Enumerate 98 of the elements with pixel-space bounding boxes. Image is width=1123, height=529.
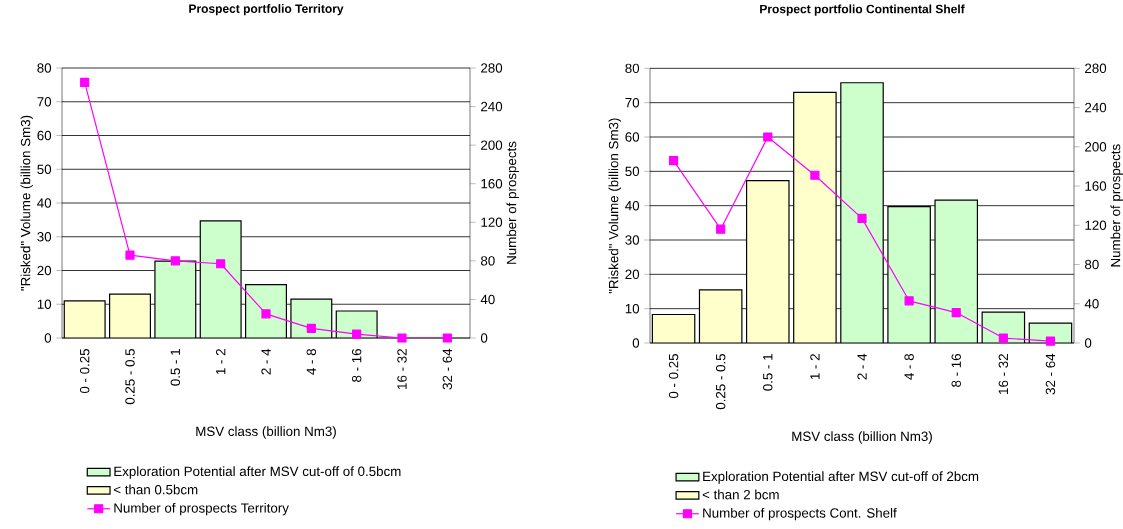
x-tick-label: 0 - 0.25 [79, 348, 90, 394]
x-tick-label: 1 - 2 [216, 349, 226, 375]
point [442, 333, 452, 343]
x-axis-title: MSV class (billion Nm3) [196, 426, 336, 439]
chart-title: Prospect portfolio Continental Shelf [760, 4, 965, 16]
point [904, 296, 914, 306]
y2-tick-label: 40 [1084, 299, 1099, 309]
y-axis-title: "Risked" Volume (billion Sm3) [608, 118, 621, 294]
y2-tick-label: 200 [1085, 142, 1107, 152]
point [352, 329, 362, 339]
y-tick-label: 70 [37, 97, 52, 107]
x-axis-title: MSV class (billion Nm3) [792, 431, 932, 444]
bar [199, 220, 242, 338]
x-tick-label: 8 - 16 [951, 353, 961, 387]
y2-tick-label: 80 [1085, 259, 1099, 270]
x-tick-label: 4 - 8 [904, 353, 914, 380]
bar [109, 293, 152, 338]
y2-tick-label: 280 [1085, 63, 1107, 74]
point [810, 170, 820, 180]
bar [934, 199, 979, 343]
bar [698, 289, 743, 343]
y2-tick-label: 160 [1085, 181, 1107, 191]
bar [793, 91, 837, 343]
x-tick-label: 4 - 8 [306, 348, 317, 375]
point [216, 259, 226, 269]
x-tick-label: 1 - 2 [810, 354, 820, 380]
x-tick-label: 0.5 - 1 [170, 349, 181, 386]
y-tick-label: 0 [632, 338, 640, 348]
bar [63, 300, 106, 338]
bar [745, 180, 790, 343]
point [668, 155, 679, 166]
x-tick-label: 32 - 64 [442, 348, 453, 390]
y-tick-label: 30 [37, 232, 52, 242]
x-tick-label: 8 - 16 [351, 348, 362, 382]
y2-tick-label: 120 [481, 217, 503, 227]
legend-label: < than 2 bcm [702, 489, 779, 500]
point [716, 224, 726, 234]
point [763, 132, 773, 142]
y-tick-label: 10 [37, 299, 52, 309]
point [397, 333, 407, 343]
y-tick-label: 40 [37, 198, 52, 208]
y2-tick-label: 0 [1084, 338, 1092, 348]
point [170, 256, 180, 266]
bar [290, 298, 333, 338]
legend-label: < than 0.5bcm [113, 484, 198, 495]
y-axis-title: "Risked" Volume (billion Sm3) [20, 115, 33, 291]
x-tick-label: 0.5 - 1 [763, 354, 773, 391]
point [80, 77, 90, 88]
point [125, 250, 135, 260]
point [857, 213, 867, 224]
bar [245, 284, 287, 338]
y-tick-label: 30 [625, 235, 640, 245]
x-tick-label: 0.25 - 0.5 [715, 353, 726, 410]
point [261, 309, 271, 319]
point [1045, 336, 1056, 346]
y-tick-label: 60 [625, 132, 640, 142]
y2-tick-label: 160 [481, 179, 503, 189]
y-tick-label: 0 [44, 333, 52, 343]
bar [651, 313, 696, 343]
y2-tick-label: 80 [480, 256, 495, 266]
point [306, 323, 316, 333]
legend-label: Number of prospects Cont. Shelf [703, 507, 897, 521]
point [998, 333, 1008, 343]
y-tick-label: 60 [37, 130, 52, 141]
bar [981, 311, 1026, 343]
legend-label: Exploration Potential after MSV cut-off of 0.5bcm [114, 466, 401, 479]
point [951, 307, 961, 318]
x-tick-label: 0.25 - 0.5 [125, 348, 135, 405]
x-tick-label: 16 - 32 [998, 354, 1009, 394]
x-tick-label: 0 - 0.25 [668, 353, 679, 399]
y-tick-label: 50 [37, 164, 52, 174]
y2-tick-label: 0 [480, 333, 488, 343]
y-tick-label: 10 [625, 303, 640, 314]
y-tick-label: 20 [625, 269, 640, 280]
y-tick-label: 80 [625, 63, 640, 74]
y2-tick-label: 240 [1085, 102, 1107, 113]
x-tick-label: 2 - 4 [857, 353, 867, 380]
bar [887, 206, 931, 343]
y2-axis-title: Number of prospects [506, 141, 519, 264]
y-tick-label: 20 [37, 265, 52, 276]
x-tick-label: 2 - 4 [261, 348, 271, 375]
y-tick-label: 70 [625, 97, 640, 108]
y-tick-label: 40 [625, 200, 640, 211]
y2-tick-label: 120 [1085, 220, 1107, 230]
y2-tick-label: 280 [481, 63, 503, 73]
y-tick-label: 50 [625, 166, 640, 177]
legend-label: Number of prospects Territory [114, 502, 289, 516]
legend-label: Exploration Potential after MSV cut-off of 2bcm [703, 471, 979, 484]
y2-tick-label: 240 [481, 101, 503, 112]
x-tick-label: 16 - 32 [397, 349, 407, 389]
bar [840, 82, 884, 343]
y2-tick-label: 40 [480, 294, 495, 305]
bar [154, 260, 197, 338]
y2-tick-label: 200 [481, 140, 503, 150]
y-tick-label: 80 [37, 63, 52, 73]
chart-title: Prospect portfolio Territory [189, 4, 344, 16]
y2-axis-title: Number of prospects [1110, 144, 1123, 267]
x-tick-label: 32 - 64 [1045, 353, 1056, 395]
